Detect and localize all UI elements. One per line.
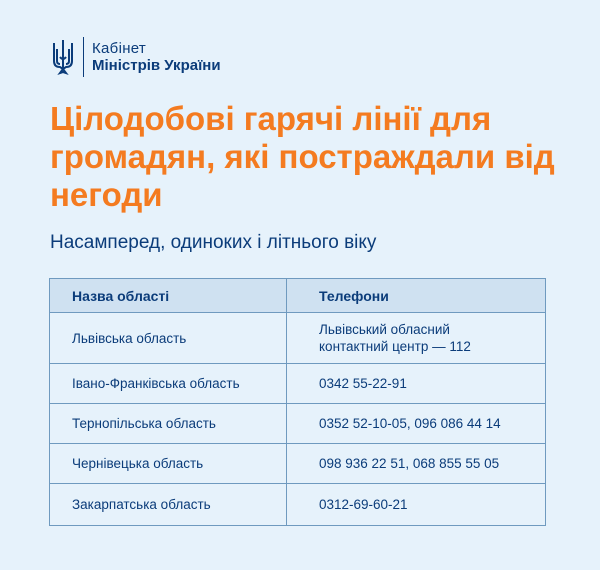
table-row: Закарпатська область 0312-69-60-21	[49, 483, 546, 526]
phones-cell: 0312-69-60-21	[286, 483, 546, 526]
cabinet-logo: Кабінет Міністрів України	[52, 37, 221, 77]
region-cell: Закарпатська область	[49, 483, 287, 526]
region-cell: Львівська область	[49, 312, 287, 364]
region-cell: Івано-Франківська область	[49, 363, 287, 404]
page-title: Цілодобові гарячі лінії для громадян, як…	[50, 100, 555, 213]
region-cell: Чернівецька область	[49, 443, 287, 484]
phones-cell: 0352 52-10-05, 096 086 44 14	[286, 403, 546, 444]
brand-line2: Міністрів України	[92, 57, 221, 74]
brand-line1: Кабінет	[92, 40, 147, 57]
table-header-row: Назва області Телефони	[49, 278, 546, 313]
header-region: Назва області	[49, 278, 287, 313]
table-row: Тернопільська область 0352 52-10-05, 096…	[49, 403, 546, 444]
subtitle: Насамперед, одиноких і літнього віку	[50, 232, 377, 253]
phones-cell: 098 936 22 51, 068 855 55 05	[286, 443, 546, 484]
table-row: Івано-Франківська область 0342 55-22-91	[49, 363, 546, 404]
phones-cell: Львівський обласний контактний центр — 1…	[286, 312, 546, 364]
table-row: Чернівецька область 098 936 22 51, 068 8…	[49, 443, 546, 484]
trident-icon	[53, 40, 73, 75]
table-row: Львівська область Львівський обласний ко…	[49, 312, 546, 364]
hotlines-table: Назва області Телефони Львівська область…	[49, 278, 546, 526]
region-cell: Тернопільська область	[49, 403, 287, 444]
logo-divider	[83, 37, 84, 77]
phones-cell: 0342 55-22-91	[286, 363, 546, 404]
header-phones: Телефони	[286, 278, 546, 313]
